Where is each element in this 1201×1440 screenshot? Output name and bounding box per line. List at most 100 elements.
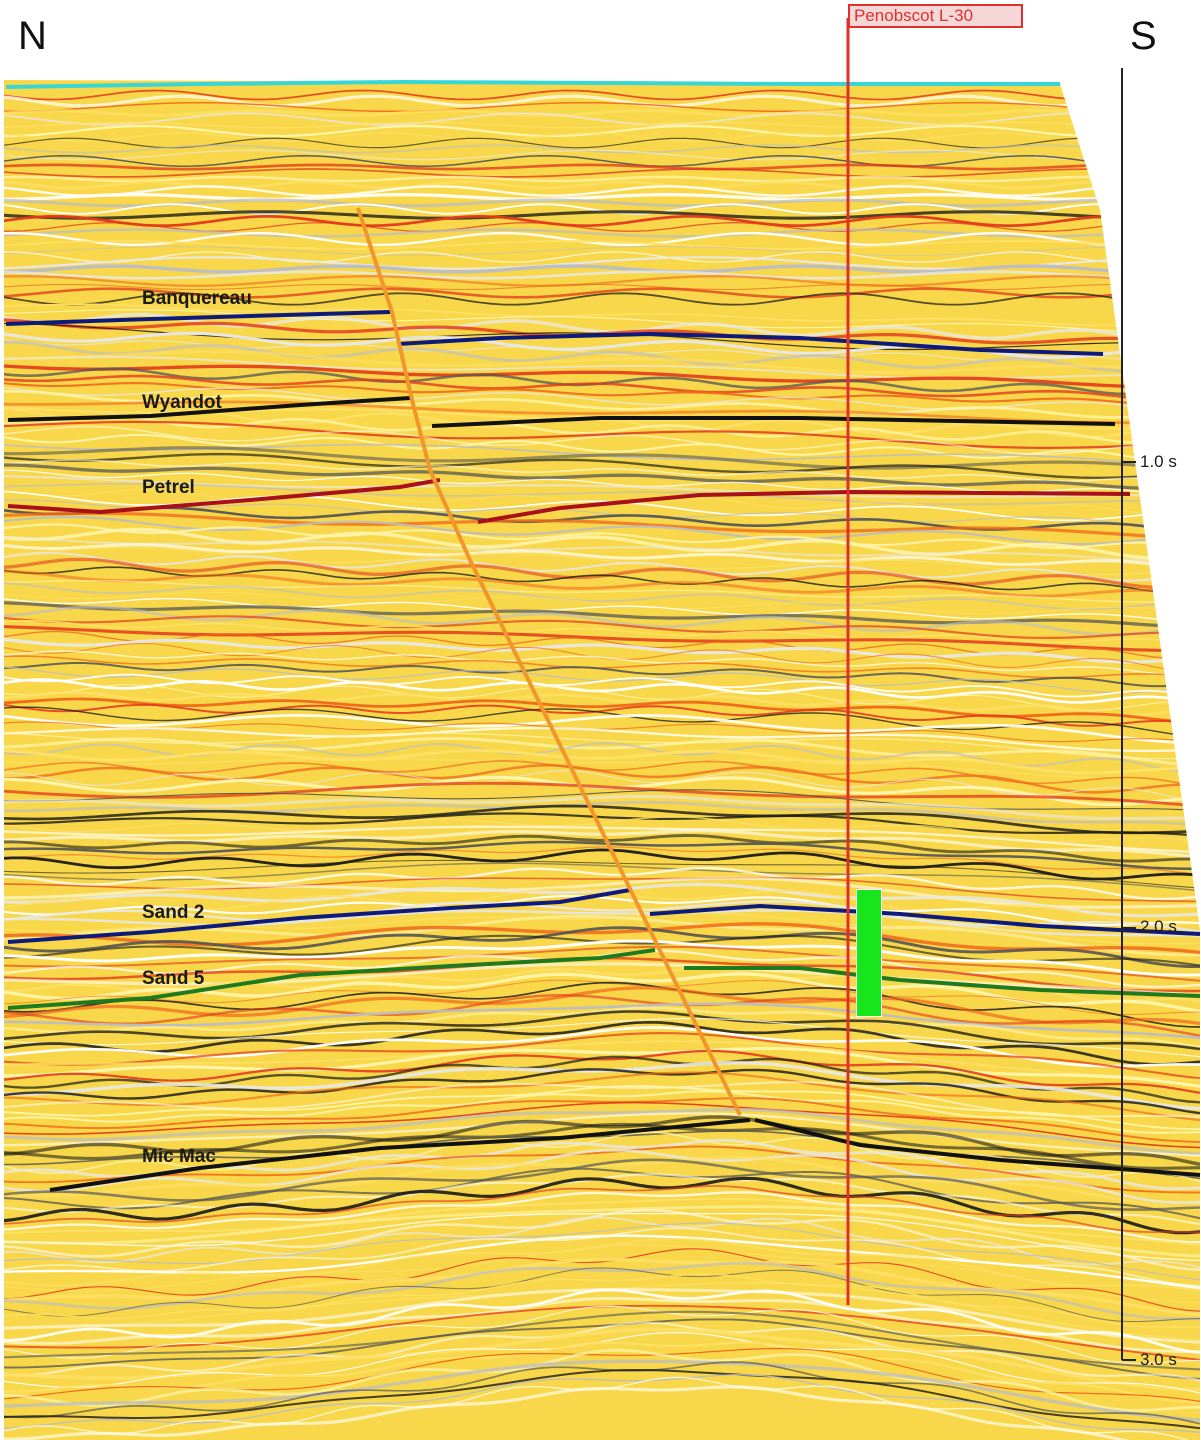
reflector-trace [4, 210, 1200, 220]
reflector-trace [4, 543, 1200, 570]
reflector-trace [4, 546, 1200, 576]
reflector-trace [4, 109, 1200, 117]
reflector-trace [4, 1046, 1200, 1088]
reflector-trace [4, 446, 1200, 472]
reflector-trace [4, 829, 1200, 859]
reflector-trace [4, 804, 1200, 835]
reflector-trace [4, 939, 1200, 977]
reflector-trace [4, 1185, 1200, 1234]
reflector-trace [4, 1348, 1200, 1412]
reflector-trace [4, 789, 1200, 811]
horizon-label-wyandot: Wyandot [142, 392, 222, 413]
reflector-trace [4, 1374, 1200, 1434]
horizon-sand2-segment [7, 888, 631, 944]
reflector-trace [4, 986, 1200, 1026]
reflector-trace [4, 1049, 1200, 1095]
reflector-trace [4, 770, 1200, 803]
reflector-trace [4, 757, 1200, 781]
reflector-trace [4, 112, 1200, 126]
reflector-trace [4, 1145, 1200, 1194]
reflector-trace [4, 459, 1200, 483]
reflector-trace [4, 662, 1200, 688]
reflector-trace [4, 1112, 1200, 1157]
reflector-trace [4, 812, 1200, 837]
reflector-trace [4, 678, 1200, 705]
reflector-trace [4, 1385, 1200, 1440]
reflector-trace [4, 726, 1200, 752]
reflector-trace [4, 591, 1200, 615]
reflector-trace [4, 527, 1200, 560]
reflector-trace [4, 1216, 1200, 1269]
time-tick-label-3s: 3.0 s [1140, 1350, 1177, 1369]
reflector-trace [4, 523, 1200, 550]
reflector-trace [4, 1347, 1200, 1402]
reflector-trace [4, 1191, 1200, 1244]
seafloor-horizon [5, 79, 1060, 89]
reflector-trace [4, 1305, 1200, 1365]
reflector-trace [4, 900, 1200, 933]
horizon-micmac-segment [754, 1118, 1201, 1177]
horizon-label-banquereau: Banquereau [142, 288, 252, 309]
reflector-trace [4, 962, 1200, 998]
reflector-trace [4, 1061, 1200, 1111]
horizon-wyandot-segment [431, 416, 1116, 428]
reflector-trace [4, 292, 1200, 306]
reflector-trace [4, 615, 1200, 639]
reflector-trace [4, 101, 1200, 113]
reflector-trace [4, 340, 1200, 373]
horizon-wyandot-segment [7, 396, 411, 422]
reflector-trace [4, 1273, 1200, 1328]
reflector-trace [4, 1261, 1200, 1321]
reflector-trace [4, 1198, 1200, 1247]
reflector-trace [4, 482, 1200, 506]
reflector-trace [4, 848, 1200, 881]
reflector-trace [4, 1010, 1200, 1051]
reflector-trace [4, 400, 1200, 424]
reflector-trace [4, 1167, 1200, 1220]
reflector-trace [4, 800, 1200, 827]
reflector-trace [4, 364, 1200, 389]
reflector-trace [4, 551, 1200, 582]
reflector-trace [4, 270, 1200, 280]
reflector-trace [4, 1002, 1200, 1039]
reflector-trace [4, 193, 1200, 201]
horizon-sand5-segment [684, 966, 1201, 998]
reflector-trace [4, 155, 1200, 167]
reflector-trace [4, 859, 1200, 889]
reflector-trace [4, 1130, 1200, 1180]
reflector-trace [4, 1018, 1200, 1058]
horizon-sand2-segment [649, 903, 1201, 936]
reflector-trace [4, 452, 1200, 479]
reflector-trace [4, 981, 1200, 1028]
reflector-trace [4, 714, 1200, 745]
horizon-label-petrel: Petrel [142, 477, 195, 498]
reflector-trace [4, 1122, 1200, 1170]
reflector-trace [4, 303, 1200, 327]
reflector-trace [4, 144, 1200, 154]
reflector-trace [4, 163, 1200, 171]
reflector-trace [4, 1071, 1200, 1122]
reflector-trace [4, 94, 1200, 108]
south-label: S [1130, 14, 1157, 58]
reflector-trace [4, 149, 1200, 161]
reflector-trace [4, 1296, 1200, 1354]
reflector-trace [4, 175, 1200, 183]
reflector-trace [4, 1208, 1200, 1272]
reflector-trace [4, 749, 1200, 775]
reflector-trace [4, 926, 1200, 969]
reflector-trace [4, 89, 1200, 101]
reflector-trace [4, 1244, 1200, 1303]
reflector-trace [4, 737, 1200, 768]
reflector-trace [4, 605, 1200, 637]
reflector-trace [4, 1341, 1200, 1403]
reflector-trace [4, 1205, 1200, 1258]
reflector-trace [4, 331, 1200, 359]
reflector-trace [4, 1148, 1200, 1205]
reflector-trace [4, 1097, 1200, 1143]
horizon-label-micmac: Mic Mac [142, 1146, 216, 1167]
reflector-trace [4, 275, 1200, 287]
reflector-trace [4, 922, 1200, 955]
reflector-trace [4, 1361, 1200, 1425]
reflector-trace [4, 121, 1200, 129]
